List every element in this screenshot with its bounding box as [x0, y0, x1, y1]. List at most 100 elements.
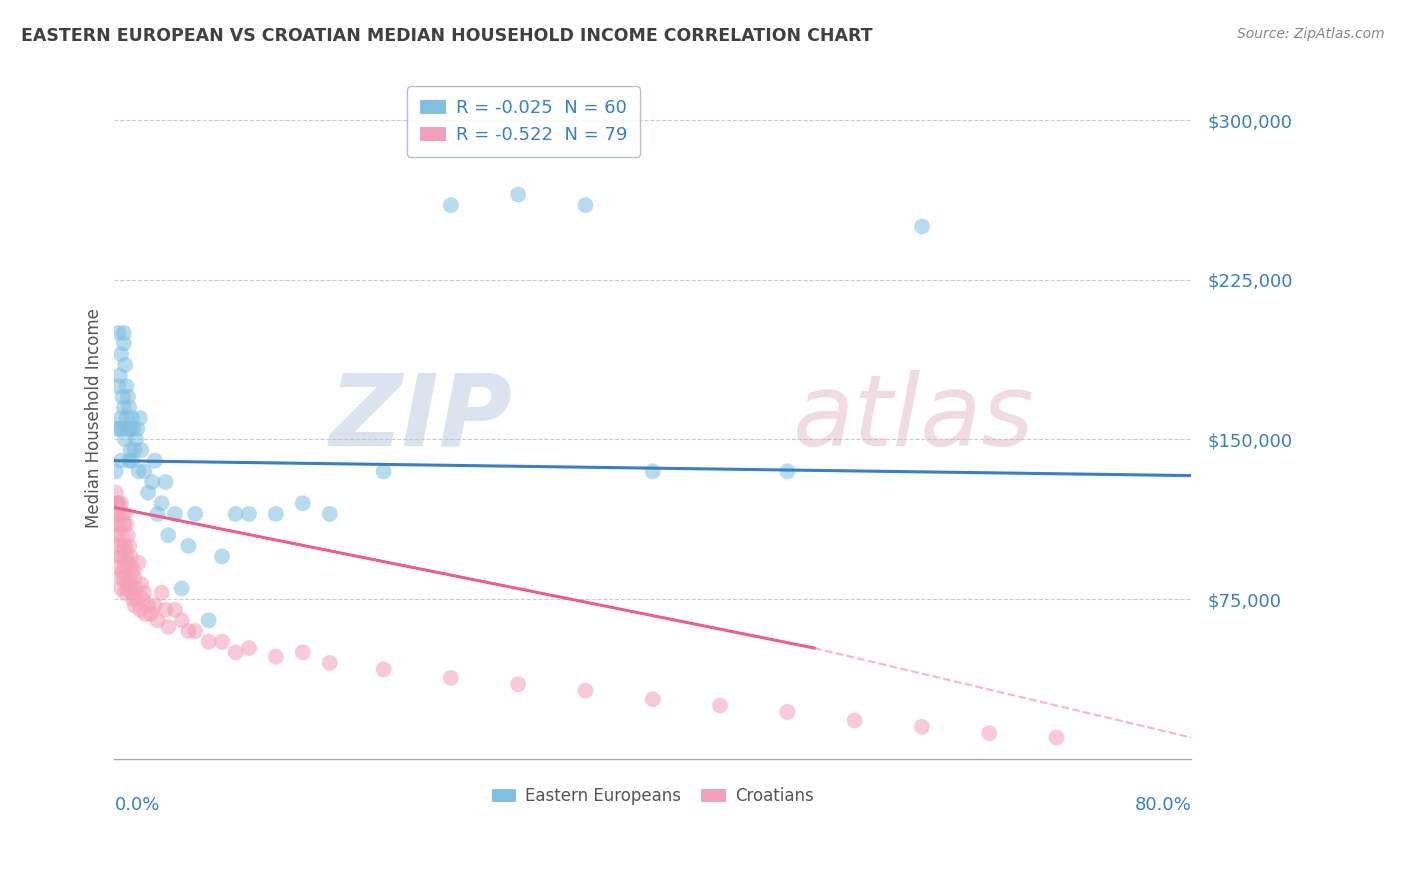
Point	[112, 571, 135, 585]
Point	[911, 720, 934, 734]
Point	[136, 485, 159, 500]
Point	[319, 507, 342, 521]
Point	[574, 683, 596, 698]
Point	[111, 507, 134, 521]
Legend: Eastern Europeans, Croatians: Eastern Europeans, Croatians	[485, 780, 820, 812]
Point	[146, 613, 169, 627]
Point	[440, 671, 463, 685]
Point	[122, 592, 145, 607]
Point	[127, 592, 149, 607]
Point	[105, 528, 128, 542]
Point	[238, 507, 260, 521]
Point	[117, 390, 139, 404]
Point	[170, 613, 193, 627]
Point	[163, 603, 186, 617]
Point	[115, 411, 138, 425]
Point	[115, 549, 138, 564]
Point	[120, 549, 142, 564]
Point	[112, 517, 135, 532]
Point	[124, 571, 146, 585]
Point	[132, 464, 155, 478]
Point	[134, 607, 156, 621]
Point	[574, 198, 596, 212]
Point	[112, 543, 135, 558]
Point	[110, 496, 132, 510]
Point	[110, 582, 132, 596]
Point	[105, 496, 128, 510]
Point	[104, 485, 127, 500]
Point	[110, 528, 132, 542]
Point	[120, 422, 142, 436]
Point	[118, 571, 141, 585]
Point	[110, 411, 132, 425]
Point	[114, 539, 136, 553]
Point	[122, 422, 145, 436]
Text: ZIP: ZIP	[330, 369, 513, 467]
Point	[110, 453, 132, 467]
Point	[170, 582, 193, 596]
Point	[128, 556, 150, 570]
Point	[117, 556, 139, 570]
Point	[291, 645, 314, 659]
Point	[150, 585, 173, 599]
Point	[129, 603, 152, 617]
Point	[104, 507, 127, 521]
Point	[141, 475, 163, 489]
Point	[117, 422, 139, 436]
Point	[114, 585, 136, 599]
Point	[117, 528, 139, 542]
Point	[641, 692, 664, 706]
Point	[112, 326, 135, 340]
Point	[111, 565, 134, 579]
Point	[197, 613, 219, 627]
Point	[184, 507, 207, 521]
Point	[114, 433, 136, 447]
Point	[121, 585, 143, 599]
Point	[111, 390, 134, 404]
Point	[157, 528, 180, 542]
Point	[225, 507, 247, 521]
Point	[1045, 731, 1067, 745]
Point	[107, 496, 129, 510]
Point	[911, 219, 934, 234]
Point	[508, 187, 530, 202]
Point	[132, 585, 155, 599]
Point	[121, 560, 143, 574]
Point	[108, 422, 131, 436]
Point	[118, 401, 141, 415]
Point	[105, 422, 128, 436]
Point	[107, 539, 129, 553]
Point	[107, 326, 129, 340]
Point	[139, 607, 162, 621]
Point	[238, 641, 260, 656]
Point	[709, 698, 731, 713]
Point	[844, 714, 866, 728]
Point	[131, 577, 153, 591]
Point	[136, 599, 159, 613]
Point	[128, 464, 150, 478]
Point	[125, 582, 148, 596]
Point	[111, 422, 134, 436]
Point	[115, 517, 138, 532]
Point	[124, 443, 146, 458]
Point	[107, 379, 129, 393]
Text: 0.0%: 0.0%	[114, 797, 160, 814]
Point	[127, 422, 149, 436]
Point	[979, 726, 1001, 740]
Point	[211, 634, 233, 648]
Point	[107, 560, 129, 574]
Point	[108, 549, 131, 564]
Point	[776, 464, 799, 478]
Point	[373, 662, 395, 676]
Point	[115, 577, 138, 591]
Point	[112, 336, 135, 351]
Point	[115, 379, 138, 393]
Point	[155, 603, 177, 617]
Point	[508, 677, 530, 691]
Point	[225, 645, 247, 659]
Point	[104, 464, 127, 478]
Text: EASTERN EUROPEAN VS CROATIAN MEDIAN HOUSEHOLD INCOME CORRELATION CHART: EASTERN EUROPEAN VS CROATIAN MEDIAN HOUS…	[21, 27, 873, 45]
Point	[110, 549, 132, 564]
Point	[163, 507, 186, 521]
Text: 80.0%: 80.0%	[1135, 797, 1191, 814]
